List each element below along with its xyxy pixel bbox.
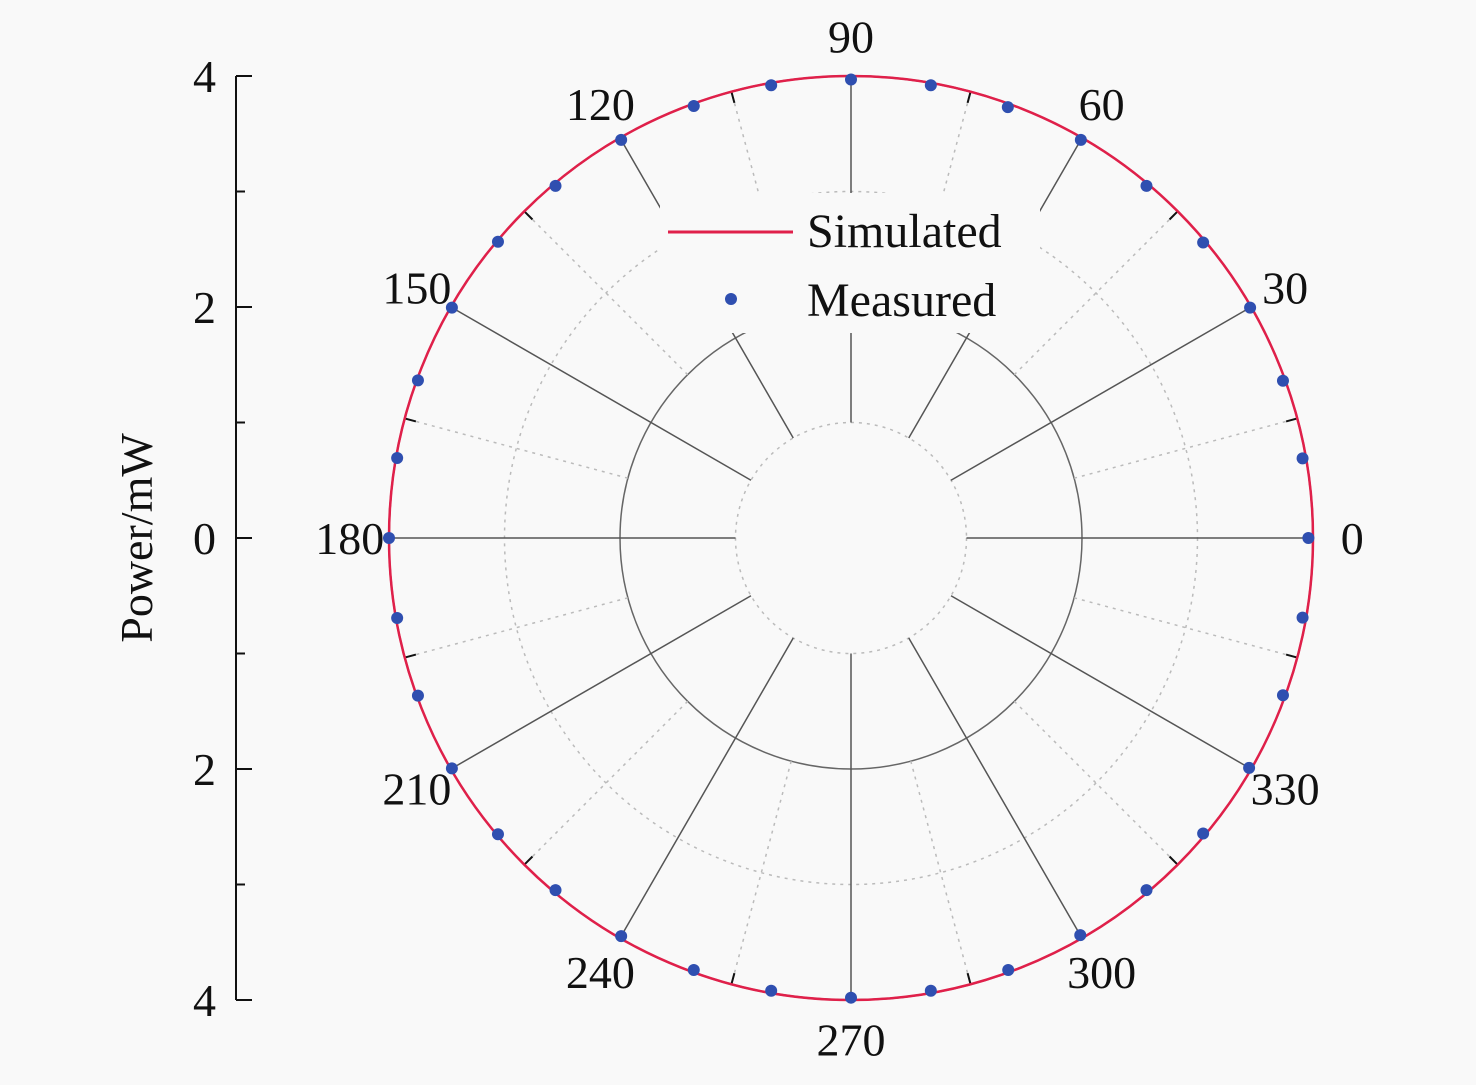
- grid-spoke: [908, 637, 1083, 939]
- measured-point: [1197, 827, 1210, 840]
- angle-label: 120: [566, 79, 635, 130]
- angle-label: 30: [1262, 262, 1308, 313]
- measured-point: [1244, 301, 1257, 314]
- measured-point: [1276, 374, 1289, 387]
- angle-tick: [1168, 210, 1179, 221]
- legend: Simulated Measured: [660, 193, 1040, 333]
- measured-point: [924, 79, 937, 92]
- grid-spoke-minor: [523, 700, 689, 866]
- grid-spoke: [950, 306, 1252, 481]
- grid-spoke-minor: [1073, 417, 1298, 479]
- grid-spoke-minor: [910, 760, 972, 985]
- angle-tick: [1285, 653, 1298, 659]
- measured-point: [1296, 611, 1309, 624]
- grid-spoke-minor: [730, 91, 792, 316]
- radial-tick-label: 4: [193, 51, 216, 102]
- grid-spoke: [450, 595, 752, 770]
- angle-tick: [1285, 417, 1298, 423]
- grid-spoke-minor: [1073, 597, 1298, 659]
- radial-tick-label: 4: [193, 975, 216, 1026]
- measured-point: [1140, 884, 1153, 897]
- legend-measured-marker: [725, 293, 737, 305]
- measured-point: [411, 689, 424, 702]
- angle-tick: [966, 91, 972, 104]
- measured-point: [765, 79, 778, 92]
- angle-label: 270: [817, 1014, 886, 1065]
- angle-tick: [404, 417, 417, 423]
- measured-point: [383, 532, 395, 544]
- grid-spoke-minor: [1013, 210, 1179, 376]
- measured-point: [549, 884, 562, 897]
- legend-measured-label: Measured: [807, 274, 996, 327]
- measured-point: [1002, 963, 1015, 976]
- measured-point: [1296, 452, 1309, 465]
- grid-spoke-minor: [404, 417, 629, 479]
- measured-point: [1074, 929, 1087, 942]
- measured-point: [1302, 532, 1315, 544]
- grid-spoke: [450, 306, 752, 481]
- measured-point: [615, 930, 628, 943]
- angle-label: 60: [1079, 79, 1125, 130]
- measured-point: [1243, 761, 1256, 774]
- angle-label: 240: [566, 947, 635, 998]
- measured-point: [491, 235, 504, 248]
- radial-tick-label: 2: [193, 744, 216, 795]
- measured-point: [845, 991, 857, 1004]
- measured-point: [391, 451, 404, 464]
- measured-point: [615, 133, 628, 146]
- measured-point: [549, 179, 562, 192]
- angle-tick: [730, 91, 736, 104]
- angle-tick: [404, 653, 417, 659]
- radial-tick-label: 2: [193, 282, 216, 333]
- angle-label: 180: [315, 513, 384, 564]
- measured-point: [1276, 689, 1289, 702]
- measured-point: [391, 612, 404, 625]
- angle-tick: [966, 972, 972, 985]
- angle-label: 210: [382, 764, 451, 815]
- measured-point: [1197, 236, 1210, 249]
- grid-spoke: [619, 637, 794, 939]
- radial-tick-label: 0: [193, 513, 216, 564]
- grid-spoke-minor: [523, 210, 689, 376]
- grid-spoke-minor: [730, 760, 792, 985]
- grid-spoke-minor: [1013, 700, 1179, 866]
- angle-label: 0: [1341, 513, 1364, 564]
- grid-spoke: [950, 595, 1252, 770]
- measured-point: [1074, 133, 1087, 146]
- measured-point: [491, 828, 504, 841]
- measured-point: [687, 963, 700, 976]
- measured-point: [924, 984, 937, 997]
- measured-point: [1140, 179, 1153, 192]
- measured-point: [687, 100, 700, 113]
- legend-background: [660, 193, 1040, 333]
- angle-tick: [730, 972, 736, 985]
- measured-point: [1001, 101, 1014, 114]
- measured-point: [445, 762, 458, 775]
- series-layer: [383, 73, 1315, 1004]
- angle-label: 90: [828, 12, 874, 63]
- measured-point: [765, 984, 778, 997]
- angle-tick: [523, 210, 534, 221]
- angle-label: 150: [382, 262, 451, 313]
- measured-point: [445, 301, 458, 314]
- radial-axis: 4 2 0 2 4: [193, 51, 252, 1026]
- legend-simulated-label: Simulated: [807, 205, 1002, 258]
- grid-circle: [734, 421, 968, 655]
- angle-tick: [1168, 855, 1179, 866]
- angle-label: 300: [1067, 947, 1136, 998]
- grid-spoke-minor: [404, 597, 629, 659]
- grid-spoke-minor: [910, 91, 972, 316]
- measured-point: [845, 73, 857, 86]
- measured-point: [411, 374, 424, 387]
- y-axis-label: Power/mW: [111, 433, 162, 643]
- angle-tick: [523, 855, 534, 866]
- angle-labels: 0 30 60 90 120 150 180 210 240 270 300 330: [315, 12, 1364, 1066]
- angle-label: 330: [1251, 764, 1320, 815]
